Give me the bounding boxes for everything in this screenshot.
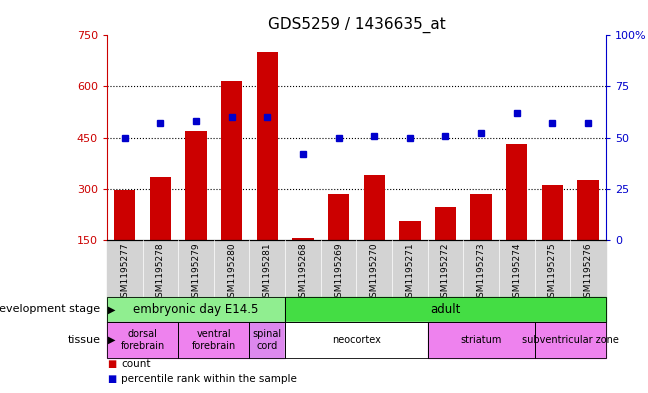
Title: GDS5259 / 1436635_at: GDS5259 / 1436635_at <box>268 17 445 33</box>
Bar <box>257 52 278 240</box>
Text: embryonic day E14.5: embryonic day E14.5 <box>133 303 259 316</box>
Bar <box>114 190 135 240</box>
Bar <box>435 208 456 240</box>
Text: ▶: ▶ <box>108 335 116 345</box>
Bar <box>399 221 421 240</box>
Text: development stage: development stage <box>0 305 100 314</box>
Bar <box>221 81 242 240</box>
Text: ■: ■ <box>107 374 116 384</box>
Text: tissue: tissue <box>67 335 100 345</box>
Bar <box>506 144 527 240</box>
Bar <box>328 194 349 240</box>
Bar <box>577 180 599 240</box>
Text: ■: ■ <box>107 358 116 369</box>
Text: neocortex: neocortex <box>332 335 381 345</box>
Bar <box>292 238 314 240</box>
Bar <box>542 185 563 240</box>
Text: dorsal
forebrain: dorsal forebrain <box>121 329 165 351</box>
Bar <box>470 194 492 240</box>
Text: adult: adult <box>430 303 461 316</box>
Text: percentile rank within the sample: percentile rank within the sample <box>121 374 297 384</box>
Bar <box>150 177 171 240</box>
Text: striatum: striatum <box>461 335 502 345</box>
Text: count: count <box>121 358 151 369</box>
Text: subventricular zone: subventricular zone <box>522 335 619 345</box>
Bar <box>364 175 385 240</box>
Text: spinal
cord: spinal cord <box>253 329 282 351</box>
Text: ventral
forebrain: ventral forebrain <box>192 329 236 351</box>
Bar <box>185 131 207 240</box>
Text: ▶: ▶ <box>108 305 116 314</box>
